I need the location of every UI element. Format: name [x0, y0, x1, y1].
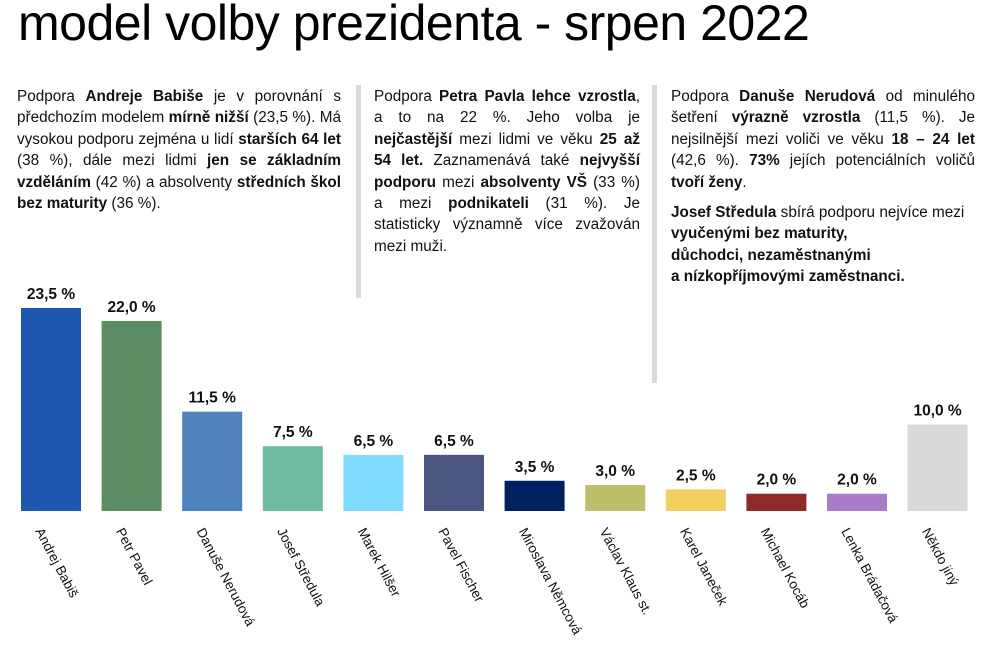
text: Zaznamenává také: [423, 152, 580, 170]
text-block-nerudova-stredula: Podpora Danuše Nerudová od minulého šetř…: [671, 86, 975, 288]
bar: [746, 493, 807, 511]
text: sbírá podporu nejvíce mezi: [776, 204, 965, 222]
bold-text: tvoří ženy: [671, 173, 743, 191]
category-label: Lenka Brádačová: [838, 525, 901, 625]
bar: [504, 480, 565, 511]
text: od minulého šetření: [671, 88, 975, 127]
text: (42,6 %).: [671, 152, 750, 170]
category-label: Michael Kocáb: [758, 525, 813, 610]
bold-text: Josef Středula: [671, 204, 777, 222]
bar: [665, 489, 726, 511]
value-label: 3,0 %: [595, 463, 635, 480]
text: jejích potenciálních voličů: [779, 152, 976, 170]
bars-group: [21, 308, 968, 511]
bold-text: výrazně vzrostla: [731, 109, 861, 127]
value-label: 2,0 %: [757, 472, 797, 489]
text: Podpora: [671, 88, 740, 105]
text: Podpora: [374, 88, 440, 105]
value-label: 23,5 %: [27, 286, 75, 303]
bold-text: Andreje Babiše: [85, 88, 204, 105]
category-label: Václav Klaus st.: [597, 525, 655, 617]
bold-text: absolventy VŠ: [480, 173, 587, 191]
category-label: Marek Hilšer: [355, 525, 404, 599]
text-block-pavel: Podpora Petra Pavla lehce vzrostla, a to…: [374, 86, 640, 257]
bold-text: středních škol bez maturity: [17, 173, 341, 213]
bold-text: mírně nižší: [168, 109, 249, 127]
text: (11,5 %). Je nejsilnější mezi voliči ve …: [671, 109, 975, 148]
category-label: Miroslava Němcová: [516, 525, 585, 637]
text: (36 %).: [107, 195, 161, 213]
text: (23,5 %). Má vysokou podporu zejména u l…: [17, 109, 341, 148]
text: (38 %), dále mezi lidmi: [17, 152, 208, 170]
bar: [424, 454, 484, 511]
paragraph: Podpora Andreje Babiše je v porovnání s …: [17, 86, 341, 214]
text: (33 %) a mezi: [374, 173, 641, 213]
bar: [182, 411, 243, 511]
paragraph: Podpora Danuše Nerudová od minulého šetř…: [671, 86, 975, 193]
value-label: 7,5 %: [273, 424, 313, 441]
bold-text: důchodci, nezaměstnanými: [671, 246, 871, 264]
value-label: 10,0 %: [913, 403, 961, 420]
category-label: Někdo jiný: [919, 525, 962, 588]
bar: [343, 454, 404, 511]
category-label: Karel Janeček: [677, 525, 731, 608]
bar: [907, 424, 968, 511]
page-title: model volby prezidenta - srpen 2022: [18, 0, 810, 51]
category-label: Josef Středula: [274, 525, 328, 609]
value-label: 11,5 %: [188, 390, 236, 407]
bar: [262, 446, 323, 511]
text: mezi lidmi ve věku: [452, 130, 600, 148]
bold-text: starších 64 let: [238, 130, 341, 148]
text: (31 %). Je statisticky významně více zva…: [374, 195, 640, 255]
text: .: [742, 173, 747, 191]
bold-text: nejčastější: [374, 130, 453, 148]
category-labels-group: Andrej Babiš Petr Pavel Danuše Nerudová Jos…: [32, 525, 962, 637]
bold-text: 18 – 24 let: [891, 130, 975, 148]
value-label: 6,5 %: [434, 433, 474, 450]
category-label: Danuše Nerudová: [194, 525, 259, 629]
paragraph: Podpora Petra Pavla lehce vzrostla, a to…: [374, 86, 640, 257]
text: je v porovnání s předchozím modelem: [17, 88, 341, 127]
bar: [21, 308, 81, 511]
value-label: 6,5 %: [354, 433, 394, 450]
bold-text: Petra Pavla lehce vzrostla: [439, 88, 636, 105]
text: , a to na 22 %. Jeho volba je: [374, 88, 640, 127]
bar: [101, 320, 162, 511]
divider-left: [356, 85, 361, 298]
bold-text: nejvyšší podporu: [374, 152, 640, 191]
value-label: 3,5 %: [515, 459, 555, 476]
divider-right: [652, 85, 657, 383]
paragraph: Josef Středula sbírá podporu nejvíce mez…: [671, 202, 975, 288]
value-label: 22,0 %: [107, 299, 155, 316]
text: mezi: [436, 173, 481, 191]
bar: [827, 493, 887, 511]
category-label: Andrej Babiš: [32, 525, 81, 600]
category-label: Pavel Fischer: [435, 525, 487, 605]
value-label: 2,0 %: [837, 472, 877, 489]
bold-text: jen se základním vzděláním: [17, 152, 342, 191]
bold-text: podnikateli: [448, 195, 529, 213]
value-labels-group: 23,5 % 22,0 % 11,5 % 7,5 % 6,5 % 6,5 % 3,5 % 3,…: [27, 286, 962, 489]
bold-text: Danuše Nerudová: [739, 88, 876, 105]
value-label: 2,5 %: [676, 467, 716, 484]
bold-text: vyučenými bez maturity,: [671, 225, 848, 243]
bold-text: 73%: [749, 152, 780, 170]
bold-text: 25 až 54 let.: [374, 130, 640, 170]
bold-text: a nízkopříjmovými zaměstnanci.: [671, 268, 905, 286]
category-label: Petr Pavel: [113, 525, 155, 587]
text: (42 %) a absolventy: [90, 173, 237, 191]
text-block-babis: Podpora Andreje Babiše je v porovnání s …: [17, 86, 341, 214]
bar: [585, 485, 646, 511]
text: Podpora: [17, 88, 86, 105]
